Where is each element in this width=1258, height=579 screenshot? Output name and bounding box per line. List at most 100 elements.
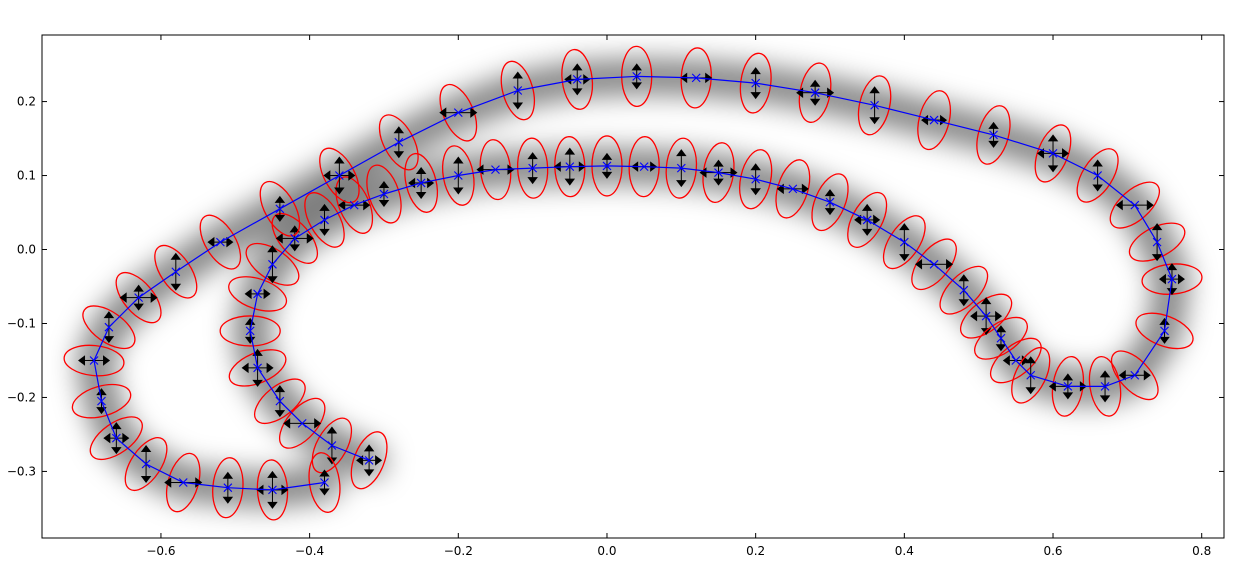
point-marker	[882, 215, 926, 270]
arrow-head	[801, 183, 809, 195]
arrow	[1092, 159, 1103, 176]
arrow	[1151, 242, 1163, 262]
arrow	[676, 149, 687, 169]
data-point	[632, 72, 642, 81]
arrow	[809, 79, 821, 93]
data-point	[320, 478, 329, 487]
x-tick-label: 0.6	[1043, 544, 1062, 558]
arrow-head	[869, 86, 880, 94]
point-marker	[115, 271, 162, 324]
arrow-head	[267, 501, 278, 509]
arrow	[369, 455, 383, 466]
data-point	[870, 100, 879, 110]
arrow	[133, 297, 144, 311]
arrow	[140, 464, 152, 484]
covariance-ellipse	[228, 276, 288, 312]
data-point	[899, 237, 909, 247]
data-point	[320, 215, 329, 225]
point-marker	[256, 459, 289, 521]
arrow	[207, 236, 221, 248]
data-point	[1011, 356, 1021, 365]
point-marker	[1109, 181, 1160, 229]
point-marker	[1141, 263, 1203, 296]
covariance-ellipse	[1034, 124, 1072, 183]
arrow-head	[861, 203, 873, 211]
arrow-head	[133, 284, 144, 292]
arrow	[1025, 356, 1036, 376]
point-marker	[500, 60, 536, 121]
arrow-head	[103, 432, 111, 444]
data-point	[639, 162, 649, 172]
point-marker	[335, 176, 374, 234]
arrow-head	[306, 233, 314, 244]
data-point	[929, 115, 939, 125]
arrow-head	[256, 484, 264, 496]
covariance-ellipse	[561, 48, 594, 110]
arrow	[222, 471, 234, 488]
arrow-head	[222, 471, 234, 479]
arrow-head	[241, 362, 249, 374]
point-marker	[63, 344, 125, 377]
arrow-head	[326, 426, 338, 434]
arrow	[241, 362, 258, 374]
arrow-head	[122, 432, 130, 444]
arrow	[257, 362, 274, 374]
arrow	[750, 67, 761, 84]
arrow-head	[601, 152, 613, 160]
arrow	[564, 166, 576, 186]
arrow	[378, 194, 390, 208]
data-point	[572, 74, 582, 84]
covariance-ellipse	[82, 305, 136, 350]
covariance-ellipse	[1110, 350, 1159, 401]
arrow-head	[274, 214, 286, 222]
data-point	[1167, 274, 1177, 284]
data-point	[989, 130, 998, 140]
arrow	[1053, 148, 1070, 159]
data-point	[453, 108, 463, 118]
data-point	[996, 333, 1006, 343]
covariance-ellipse	[1109, 181, 1160, 229]
arrow-head	[1151, 254, 1163, 262]
covariance-ellipse	[882, 215, 926, 270]
arrow-head	[873, 214, 881, 226]
arrow	[274, 195, 286, 209]
arrow-head	[319, 228, 330, 236]
arrow-head	[415, 191, 427, 199]
arrow	[267, 245, 278, 265]
arrow-head	[713, 178, 724, 186]
arrow	[453, 156, 464, 176]
data-point	[275, 204, 285, 214]
data-point	[929, 259, 939, 269]
arrow-head	[1146, 199, 1154, 211]
arrow	[869, 105, 880, 125]
arrow	[222, 487, 234, 504]
arrow-head	[378, 181, 390, 189]
arrow-head	[988, 121, 999, 129]
point-marker	[1110, 350, 1159, 401]
arrow-head	[274, 385, 286, 393]
arrow-head	[915, 259, 923, 270]
arrow-head	[1092, 159, 1103, 167]
y-tick-label: 0.2	[17, 95, 36, 109]
arrow-head	[1158, 273, 1166, 285]
arrow	[512, 71, 524, 91]
arrow-head	[103, 355, 111, 366]
plot-frame	[41, 34, 1225, 539]
arrow	[393, 126, 405, 143]
y-tick-label: 0.0	[17, 243, 36, 257]
covariance-ellipse	[71, 383, 132, 419]
arrow	[319, 203, 330, 220]
arrow-head	[1025, 387, 1036, 395]
arrow	[934, 259, 954, 270]
arrow-head	[275, 233, 283, 244]
covariance-ellipse	[311, 417, 353, 474]
arrow	[750, 163, 761, 180]
arrow-head	[1092, 184, 1103, 192]
covariance-ellipse	[847, 191, 888, 248]
arrow-head	[676, 180, 687, 188]
data-point	[171, 267, 181, 277]
arrow	[170, 252, 182, 272]
arrow	[275, 233, 295, 244]
data-point	[825, 197, 835, 207]
arrow-head	[226, 236, 234, 248]
